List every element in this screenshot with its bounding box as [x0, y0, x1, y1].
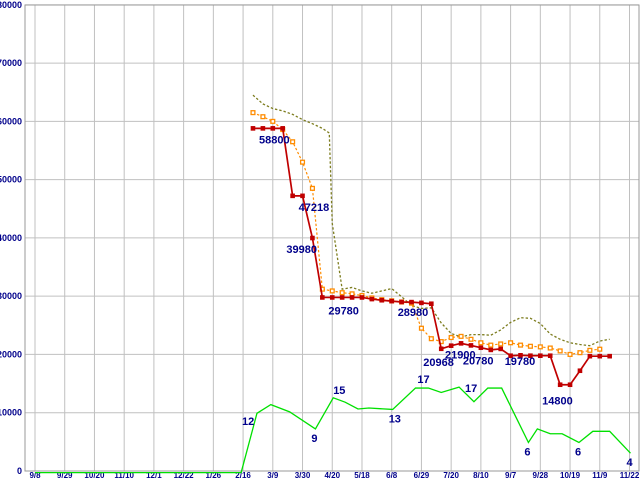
svg-text:13: 13	[389, 413, 401, 425]
svg-text:39980: 39980	[286, 244, 317, 256]
svg-text:0: 0	[17, 466, 22, 476]
svg-text:50000: 50000	[0, 175, 22, 185]
svg-text:11/22: 11/22	[620, 471, 640, 480]
svg-text:9/28: 9/28	[533, 471, 549, 480]
svg-text:11/9: 11/9	[592, 471, 608, 480]
svg-text:47218: 47218	[299, 202, 330, 214]
svg-text:17: 17	[417, 374, 429, 386]
svg-text:80000: 80000	[0, 0, 22, 10]
svg-text:9: 9	[311, 433, 317, 445]
svg-text:19780: 19780	[505, 356, 536, 368]
svg-text:5/18: 5/18	[354, 471, 370, 480]
svg-text:40000: 40000	[0, 233, 22, 243]
svg-text:20000: 20000	[0, 349, 22, 359]
svg-text:8/10: 8/10	[473, 471, 489, 480]
svg-text:12: 12	[242, 416, 254, 428]
svg-text:6: 6	[524, 447, 530, 459]
svg-text:29780: 29780	[328, 305, 359, 317]
svg-text:4: 4	[626, 457, 633, 469]
svg-text:6: 6	[575, 447, 581, 459]
svg-text:9/7: 9/7	[505, 471, 517, 480]
svg-text:10000: 10000	[0, 408, 22, 418]
svg-text:14800: 14800	[542, 396, 573, 408]
svg-text:15: 15	[333, 385, 345, 397]
svg-text:58800: 58800	[259, 134, 290, 146]
svg-text:4/20: 4/20	[324, 471, 340, 480]
svg-text:28980: 28980	[398, 307, 429, 319]
svg-text:6/29: 6/29	[414, 471, 430, 480]
svg-text:30000: 30000	[0, 291, 22, 301]
svg-text:10/19: 10/19	[560, 471, 581, 480]
svg-text:20780: 20780	[463, 356, 494, 368]
svg-text:70000: 70000	[0, 58, 22, 68]
svg-text:3/9: 3/9	[267, 471, 279, 480]
svg-text:7/20: 7/20	[443, 471, 459, 480]
svg-text:3/30: 3/30	[295, 471, 311, 480]
svg-text:17: 17	[465, 383, 477, 395]
svg-text:60000: 60000	[0, 116, 22, 126]
svg-text:6/8: 6/8	[386, 471, 398, 480]
